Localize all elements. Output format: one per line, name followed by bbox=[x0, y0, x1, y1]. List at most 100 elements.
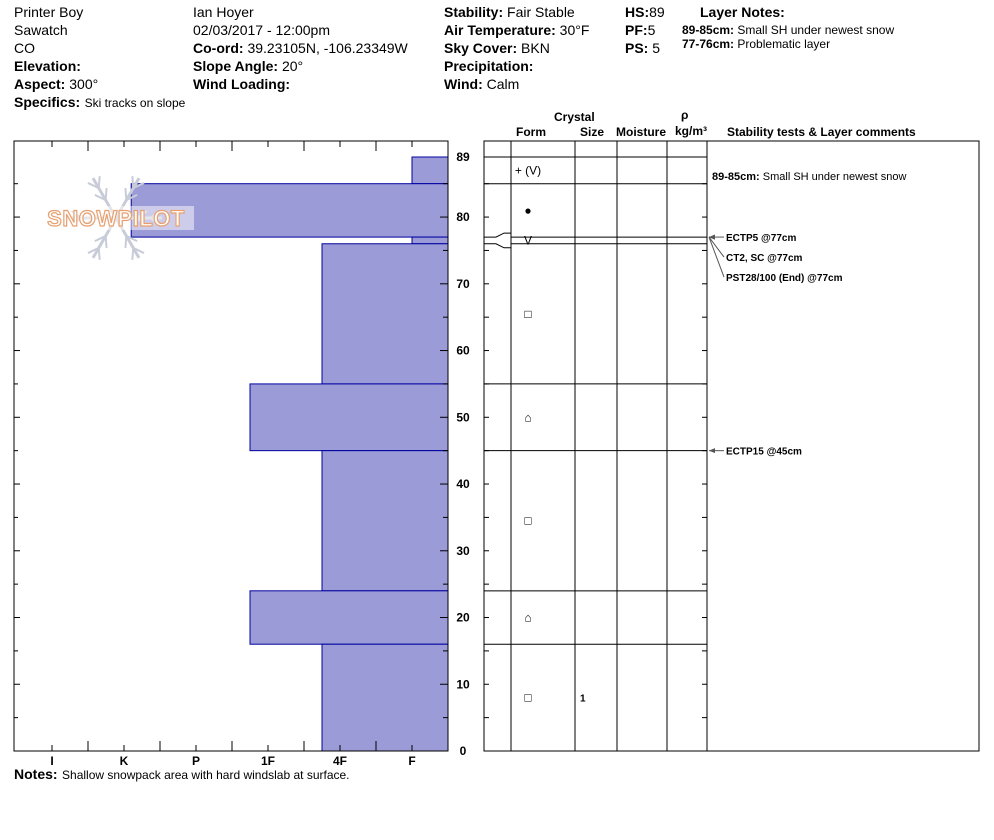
depth-connector bbox=[484, 232, 511, 238]
height-label: 30 bbox=[456, 544, 470, 558]
stability-test-label: ECTP5 @77cm bbox=[726, 233, 796, 244]
hardness-bar-5 bbox=[321, 450, 449, 592]
aspect-field: Aspect: 300° bbox=[14, 76, 99, 92]
height-label: 20 bbox=[456, 611, 470, 625]
snowflake-branch bbox=[94, 235, 107, 243]
hardness-axis-ticks: I K P 1F 4F F bbox=[13, 141, 416, 768]
location-name: Printer Boy bbox=[14, 4, 84, 20]
snowflake-branch bbox=[125, 193, 138, 201]
hardness-label: 4F bbox=[333, 754, 347, 768]
sky-cover-field: Sky Cover: BKN bbox=[444, 40, 550, 56]
hardness-bar-0 bbox=[411, 156, 449, 185]
height-label: 60 bbox=[456, 344, 470, 358]
snowflake-branch bbox=[131, 176, 135, 189]
hardness-label: K bbox=[120, 754, 129, 768]
date-time: 02/03/2017 - 12:00pm bbox=[193, 22, 330, 38]
hardness-bars bbox=[130, 156, 449, 752]
height-label: 89 bbox=[456, 150, 470, 164]
hardness-bar-4 bbox=[249, 383, 449, 452]
layer-note-1: 89-85cm: Small SH under newest snow bbox=[682, 23, 895, 37]
stability-test-label: ECTP15 @45cm bbox=[726, 447, 802, 458]
grain-form-symbol: □ bbox=[524, 691, 531, 705]
grain-form-symbol: ⌂ bbox=[524, 611, 531, 625]
moisture-header: Moisture bbox=[616, 125, 667, 139]
grain-form-symbol: ⌂ bbox=[524, 410, 531, 424]
test-arrow-line bbox=[708, 236, 725, 278]
snowpilot-logo: SNOWPILOT bbox=[38, 176, 194, 260]
snowflake-branch bbox=[97, 247, 101, 260]
height-label: 10 bbox=[456, 677, 470, 691]
snowflake-branch bbox=[132, 182, 145, 190]
grain-size-value: 1 bbox=[580, 694, 586, 705]
layer-notes-title: Layer Notes: bbox=[700, 4, 785, 20]
stability-test-label: PST28/100 (End) @77cm bbox=[726, 273, 843, 284]
height-label: 40 bbox=[456, 477, 470, 491]
specifics-field: Specifics: Ski tracks on slope bbox=[14, 94, 186, 110]
size-header: Size bbox=[580, 125, 605, 139]
snowflake-branch bbox=[87, 182, 100, 190]
snowflake-branch bbox=[97, 176, 101, 189]
slope-angle-field: Slope Angle: 20° bbox=[193, 58, 304, 74]
hardness-plot-frame bbox=[13, 140, 449, 752]
height-label: 70 bbox=[456, 277, 470, 291]
snowflake-branch bbox=[124, 235, 128, 248]
hardness-label: 1F bbox=[261, 754, 275, 768]
density-header: kg/m³ bbox=[675, 124, 708, 138]
snowflake-branch bbox=[104, 235, 108, 248]
logo-text-backdrop bbox=[38, 206, 194, 230]
snowflake-branch bbox=[131, 247, 135, 260]
rho-header: ρ bbox=[681, 108, 689, 122]
logo-text: SNOWPILOT bbox=[47, 206, 185, 231]
stability-field: Stability: Fair Stable bbox=[444, 4, 575, 20]
height-label: 0 bbox=[460, 744, 467, 758]
grain-form-symbol: + (V) bbox=[515, 163, 541, 177]
ps-field: PS: 5 bbox=[625, 40, 661, 56]
grain-form-symbol: V bbox=[524, 233, 532, 247]
stability-test-label: CT2, SC @77cm bbox=[726, 253, 803, 264]
wind-loading-field: Wind Loading: bbox=[193, 76, 291, 92]
test-arrow-line bbox=[708, 236, 725, 258]
wind-field: Wind: Calm bbox=[444, 76, 520, 92]
grain-form-symbol: □ bbox=[524, 307, 531, 321]
layer-note-2: 77-76cm: Problematic layer bbox=[682, 37, 831, 51]
mountain-range: Sawatch bbox=[14, 22, 68, 38]
form-header: Form bbox=[516, 125, 546, 139]
layer-comment: 89-85cm: Small SH under newest snow bbox=[712, 171, 906, 183]
snowflake-branch bbox=[132, 246, 145, 254]
stability-comments-header: Stability tests & Layer comments bbox=[727, 125, 916, 139]
air-temperature-field: Air Temperature: 30°F bbox=[444, 22, 590, 38]
hardness-bar-6 bbox=[249, 590, 449, 645]
observer-name: Ian Hoyer bbox=[193, 4, 254, 20]
grain-form-symbol: □ bbox=[524, 514, 531, 528]
layer-rows: + (V) ● V □ ⌂ □ ⌂ □ 1 bbox=[484, 156, 707, 705]
hardness-bar-3 bbox=[321, 243, 449, 385]
crystal-header: Crystal bbox=[554, 110, 595, 124]
snowflake-branch bbox=[125, 235, 138, 243]
stability-comments: 89-85cm: Small SH under newest snow ECTP5… bbox=[708, 171, 906, 458]
state: CO bbox=[14, 40, 35, 56]
height-axis-ticks: 0 10 20 30 40 50 60 70 80 89 bbox=[14, 150, 707, 758]
hardness-bar-2 bbox=[411, 236, 449, 245]
snowflake-branch bbox=[104, 188, 108, 201]
hardness-label: I bbox=[50, 754, 53, 768]
snowflake-branch bbox=[94, 193, 107, 201]
precipitation-field: Precipitation: bbox=[444, 58, 534, 74]
coordinates-field: Co-ord: 39.23105N, -106.23349W bbox=[193, 40, 408, 56]
notes-field: Notes: Shallow snowpack area with hard w… bbox=[14, 766, 350, 782]
depth-connector bbox=[484, 243, 511, 249]
test-arrow-head bbox=[709, 234, 715, 240]
hardness-label: P bbox=[192, 754, 200, 768]
height-label: 50 bbox=[456, 410, 470, 424]
crystal-table-frame bbox=[483, 140, 980, 752]
snowflake-branch bbox=[87, 246, 100, 254]
grain-form-symbol: ● bbox=[524, 203, 531, 217]
height-label: 80 bbox=[456, 210, 470, 224]
hardness-bar-7 bbox=[321, 643, 449, 752]
hardness-label: F bbox=[408, 754, 415, 768]
snowflake-branch bbox=[124, 188, 128, 201]
pf-field: PF:5 bbox=[625, 22, 656, 38]
elevation-field: Elevation: bbox=[14, 58, 81, 74]
test-arrow-head bbox=[709, 448, 715, 454]
hs-field: HS:89 bbox=[625, 4, 665, 20]
